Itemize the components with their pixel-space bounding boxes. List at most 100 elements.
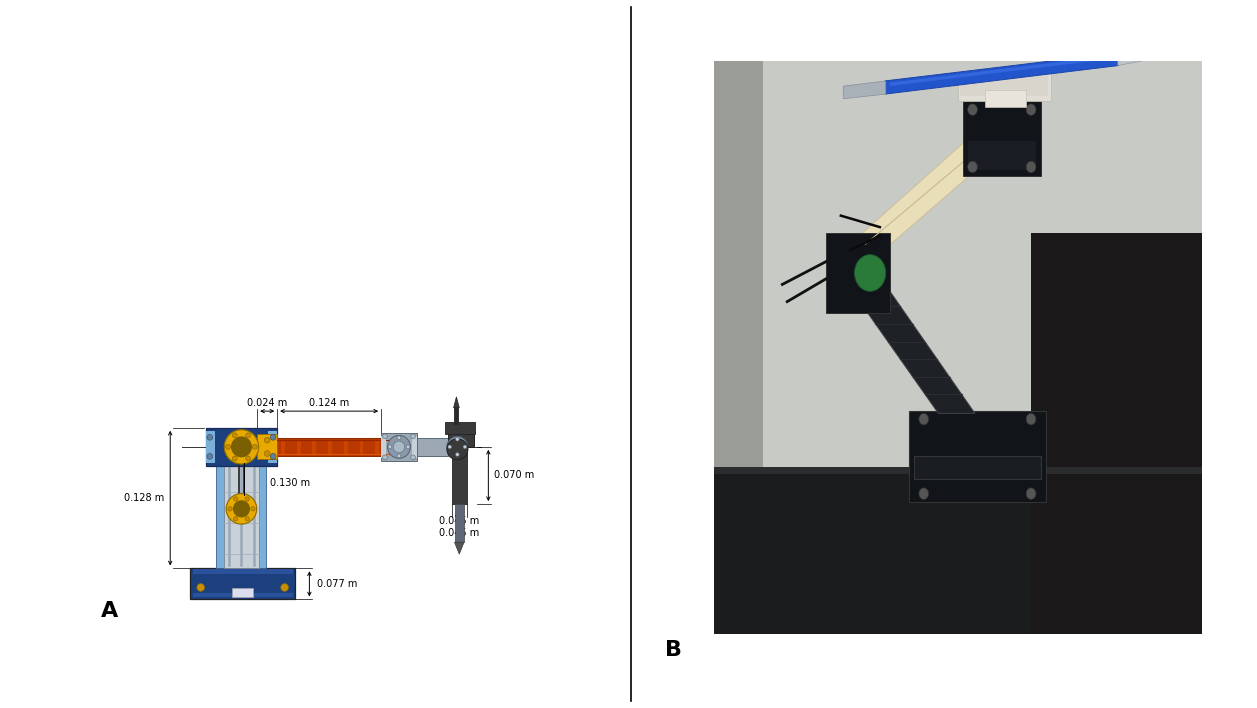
Bar [190, 569, 295, 600]
Circle shape [453, 442, 463, 452]
Bar [313, 440, 317, 454]
Bar [381, 433, 417, 461]
Circle shape [919, 413, 929, 425]
Text: 0.128 m: 0.128 m [124, 493, 165, 503]
Circle shape [397, 436, 401, 440]
Circle shape [455, 452, 459, 457]
Circle shape [280, 583, 288, 591]
Bar [968, 141, 1036, 170]
Bar [216, 447, 224, 569]
Circle shape [382, 455, 387, 459]
Circle shape [245, 497, 249, 501]
Polygon shape [455, 542, 464, 554]
Circle shape [264, 438, 270, 443]
Bar [206, 430, 215, 463]
Circle shape [228, 507, 233, 511]
Circle shape [1026, 488, 1036, 499]
Circle shape [197, 583, 205, 591]
Circle shape [253, 445, 258, 450]
Bar [258, 435, 278, 459]
Bar [958, 72, 1051, 101]
Circle shape [233, 456, 238, 461]
Bar [914, 457, 1041, 479]
Circle shape [382, 434, 387, 439]
Bar [714, 467, 1202, 474]
Text: 0.045 m: 0.045 m [439, 528, 479, 538]
Circle shape [388, 445, 392, 449]
Polygon shape [454, 396, 459, 408]
Circle shape [411, 455, 415, 459]
Circle shape [1026, 413, 1036, 425]
Bar [451, 450, 466, 504]
Circle shape [1026, 104, 1036, 115]
Polygon shape [850, 287, 975, 413]
Bar [278, 438, 398, 456]
Circle shape [406, 445, 410, 449]
Bar [960, 76, 1048, 96]
Bar [259, 447, 266, 569]
Circle shape [393, 441, 405, 452]
Circle shape [270, 454, 277, 459]
Bar [192, 569, 293, 574]
Circle shape [463, 445, 466, 449]
Bar [909, 411, 1046, 502]
Text: 0.045 m: 0.045 m [439, 516, 479, 527]
Text: 0.024 m: 0.024 m [248, 399, 288, 409]
Circle shape [250, 507, 255, 511]
Circle shape [246, 433, 250, 438]
Bar [447, 430, 474, 447]
Circle shape [233, 501, 250, 518]
Polygon shape [843, 81, 886, 98]
Circle shape [264, 451, 270, 457]
Bar [391, 440, 395, 454]
Circle shape [270, 435, 277, 440]
Bar [984, 89, 1026, 107]
Circle shape [968, 104, 978, 115]
Polygon shape [1117, 53, 1160, 65]
Circle shape [245, 517, 249, 521]
Text: 0.124 m: 0.124 m [309, 399, 349, 409]
Circle shape [397, 454, 401, 458]
Circle shape [411, 434, 415, 439]
Text: 0.077 m: 0.077 m [317, 579, 357, 589]
Polygon shape [890, 55, 1114, 86]
Circle shape [1026, 161, 1036, 173]
Circle shape [447, 445, 451, 449]
Bar [269, 430, 277, 463]
Circle shape [447, 436, 468, 457]
Circle shape [855, 255, 886, 291]
Bar [381, 436, 386, 458]
Bar [963, 98, 1041, 176]
Circle shape [455, 438, 459, 441]
Bar [344, 440, 348, 454]
Bar [233, 588, 253, 597]
Bar [376, 440, 380, 454]
Bar [826, 233, 890, 313]
Polygon shape [854, 141, 999, 247]
Circle shape [231, 436, 251, 457]
Circle shape [224, 430, 259, 464]
Bar [192, 593, 293, 597]
Bar [412, 436, 417, 458]
Bar [714, 474, 1202, 634]
Bar [282, 440, 285, 454]
Text: B: B [665, 640, 683, 660]
Circle shape [447, 439, 468, 459]
Circle shape [234, 517, 238, 521]
Circle shape [234, 497, 238, 501]
Bar [714, 61, 763, 634]
Bar [360, 440, 363, 454]
Text: 0.130 m: 0.130 m [270, 478, 310, 488]
Circle shape [226, 493, 256, 524]
Text: A: A [101, 601, 118, 621]
Bar [445, 421, 475, 433]
Circle shape [207, 454, 212, 459]
Circle shape [226, 445, 230, 450]
Circle shape [387, 435, 411, 458]
Bar [455, 504, 464, 542]
Circle shape [207, 435, 212, 440]
Bar [224, 447, 259, 569]
Polygon shape [885, 53, 1119, 94]
Bar [328, 440, 332, 454]
Text: 0.070 m: 0.070 m [494, 471, 534, 481]
